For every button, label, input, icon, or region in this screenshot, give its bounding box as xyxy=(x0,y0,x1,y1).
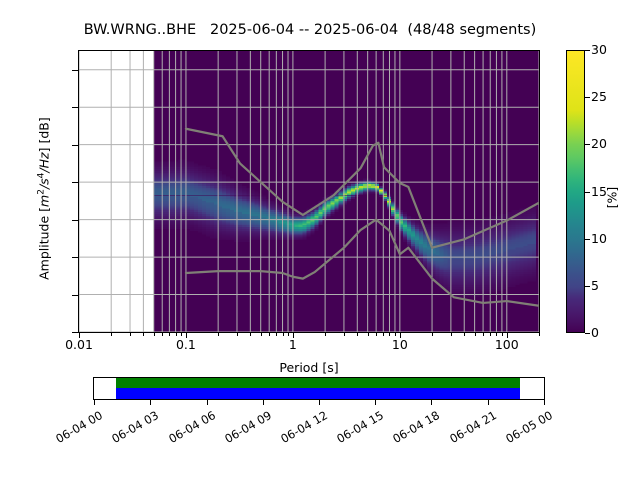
colorbar-tick-label: 25 xyxy=(591,89,607,105)
x-tick-mark-minor xyxy=(496,333,498,336)
x-tick-mark-minor xyxy=(282,333,284,336)
x-tick-label: 10 xyxy=(391,337,408,352)
colorbar-tick-label: 10 xyxy=(591,230,607,246)
colorbar-tick-label: 5 xyxy=(591,277,599,293)
x-tick-mark-minor xyxy=(483,333,485,336)
x-tick-mark-minor xyxy=(143,333,145,336)
x-tick-mark-minor xyxy=(130,333,132,336)
x-tick-mark-minor xyxy=(162,333,164,336)
y-tick-mark xyxy=(72,182,78,184)
x-tick-mark-minor xyxy=(367,333,369,336)
x-tick-mark-minor xyxy=(288,333,289,336)
x-tick-mark xyxy=(185,333,188,338)
timeline-tick-label: 06-04 06 xyxy=(165,408,218,446)
x-tick-mark-minor xyxy=(394,333,396,336)
x-tick-mark-minor xyxy=(450,333,452,336)
colorbar-tick-mark xyxy=(585,50,590,51)
y-tick-mark xyxy=(72,69,78,71)
data-coverage-timeline[interactable] xyxy=(93,377,545,400)
timeline-tick-mark xyxy=(319,400,321,405)
x-tick-mark-minor xyxy=(175,333,177,336)
timeline-tick-label: 06-04 12 xyxy=(278,408,330,446)
x-tick-mark-minor xyxy=(464,333,466,336)
colorbar-tick-label: 30 xyxy=(591,42,607,57)
x-tick-mark-minor xyxy=(250,333,252,336)
x-tick-mark xyxy=(292,333,294,338)
colorbar-tick-mark xyxy=(585,97,590,99)
colorbar[interactable] xyxy=(566,50,585,333)
timeline-tick-label: 06-04 03 xyxy=(109,408,162,446)
x-tick-label: 100 xyxy=(494,337,519,352)
colorbar-tick-mark xyxy=(585,285,590,287)
x-tick-mark-minor xyxy=(218,333,220,336)
x-tick-mark-minor xyxy=(474,333,476,336)
x-axis-label: Period [s] xyxy=(279,360,339,375)
x-tick-mark xyxy=(79,333,81,338)
x-tick-mark-minor xyxy=(376,333,378,336)
y-axis-label: Amplitude [m2/s4/Hz] [dB] xyxy=(36,117,52,280)
timeline-tick-mark xyxy=(150,400,152,405)
x-tick-mark-minor xyxy=(539,333,540,336)
timeline-tick-label: 06-04 21 xyxy=(446,408,499,446)
timeline-tick-label: 06-04 00 xyxy=(53,408,106,446)
ppsd-canvas xyxy=(79,51,539,332)
timeline-blue-band xyxy=(115,388,520,399)
timeline-tick-mark xyxy=(94,400,96,405)
colorbar-tick-mark xyxy=(585,144,590,146)
noise-model-lines xyxy=(184,127,539,307)
x-tick-mark-minor xyxy=(236,333,238,336)
y-tick-mark xyxy=(72,332,78,334)
x-tick-mark xyxy=(399,333,401,338)
y-tick-mark xyxy=(72,294,78,296)
timeline-tick-label: 06-04 15 xyxy=(334,408,387,446)
x-tick-mark-minor xyxy=(269,333,271,336)
y-tick-mark xyxy=(72,257,78,259)
x-tick-mark-minor xyxy=(260,333,262,336)
x-tick-mark xyxy=(506,333,508,338)
timeline-tick-mark xyxy=(375,400,377,405)
timeline-tick-label: 06-05 00 xyxy=(503,408,555,446)
ppsd-histogram xyxy=(153,51,539,332)
x-tick-mark-minor xyxy=(169,333,171,336)
timeline-tick-mark xyxy=(262,400,264,405)
x-tick-mark-minor xyxy=(181,333,183,336)
noise-model-nhnm xyxy=(184,127,539,249)
x-tick-mark-minor xyxy=(343,333,345,336)
colorbar-tick-mark xyxy=(585,238,590,240)
colorbar-tick-label: 0 xyxy=(591,325,599,340)
colorbar-label: [%] xyxy=(604,186,620,209)
grid-lines xyxy=(79,51,539,332)
page-title: BW.WRNG..BHE 2025-06-04 -- 2025-06-04 (4… xyxy=(83,22,537,38)
x-tick-mark-minor xyxy=(111,333,113,336)
x-tick-mark-minor xyxy=(389,333,391,336)
timeline-tick-label: 06-04 09 xyxy=(222,408,274,446)
timeline-tick-mark xyxy=(487,400,489,405)
x-tick-label: 0.1 xyxy=(175,337,196,352)
x-tick-mark-minor xyxy=(276,333,278,336)
x-tick-mark-minor xyxy=(490,333,492,336)
x-tick-label: 1 xyxy=(288,337,297,352)
timeline-tick-mark xyxy=(206,400,208,405)
x-tick-mark-minor xyxy=(153,333,155,336)
timeline-tick-mark xyxy=(431,400,433,405)
ppsd-plot-area[interactable] xyxy=(78,50,540,333)
colorbar-tick-label: 20 xyxy=(591,136,607,152)
timeline-green-band xyxy=(115,378,520,389)
y-tick-mark xyxy=(72,144,78,146)
x-tick-mark-minor xyxy=(357,333,359,336)
colorbar-tick-mark xyxy=(585,333,590,334)
noise-model-nlnm xyxy=(184,218,539,307)
x-tick-mark-minor xyxy=(432,333,434,336)
x-tick-mark-minor xyxy=(383,333,385,336)
y-tick-mark xyxy=(72,107,78,109)
timeline-tick-mark xyxy=(543,400,545,405)
colorbar-tick-mark xyxy=(585,191,590,193)
y-tick-mark xyxy=(72,219,78,221)
timeline-tick-label: 06-04 18 xyxy=(390,408,443,446)
x-tick-mark-minor xyxy=(325,333,327,336)
x-tick-mark-minor xyxy=(501,333,503,336)
colorbar-tick-label: 15 xyxy=(591,183,607,199)
x-tick-label: 0.01 xyxy=(65,337,93,352)
